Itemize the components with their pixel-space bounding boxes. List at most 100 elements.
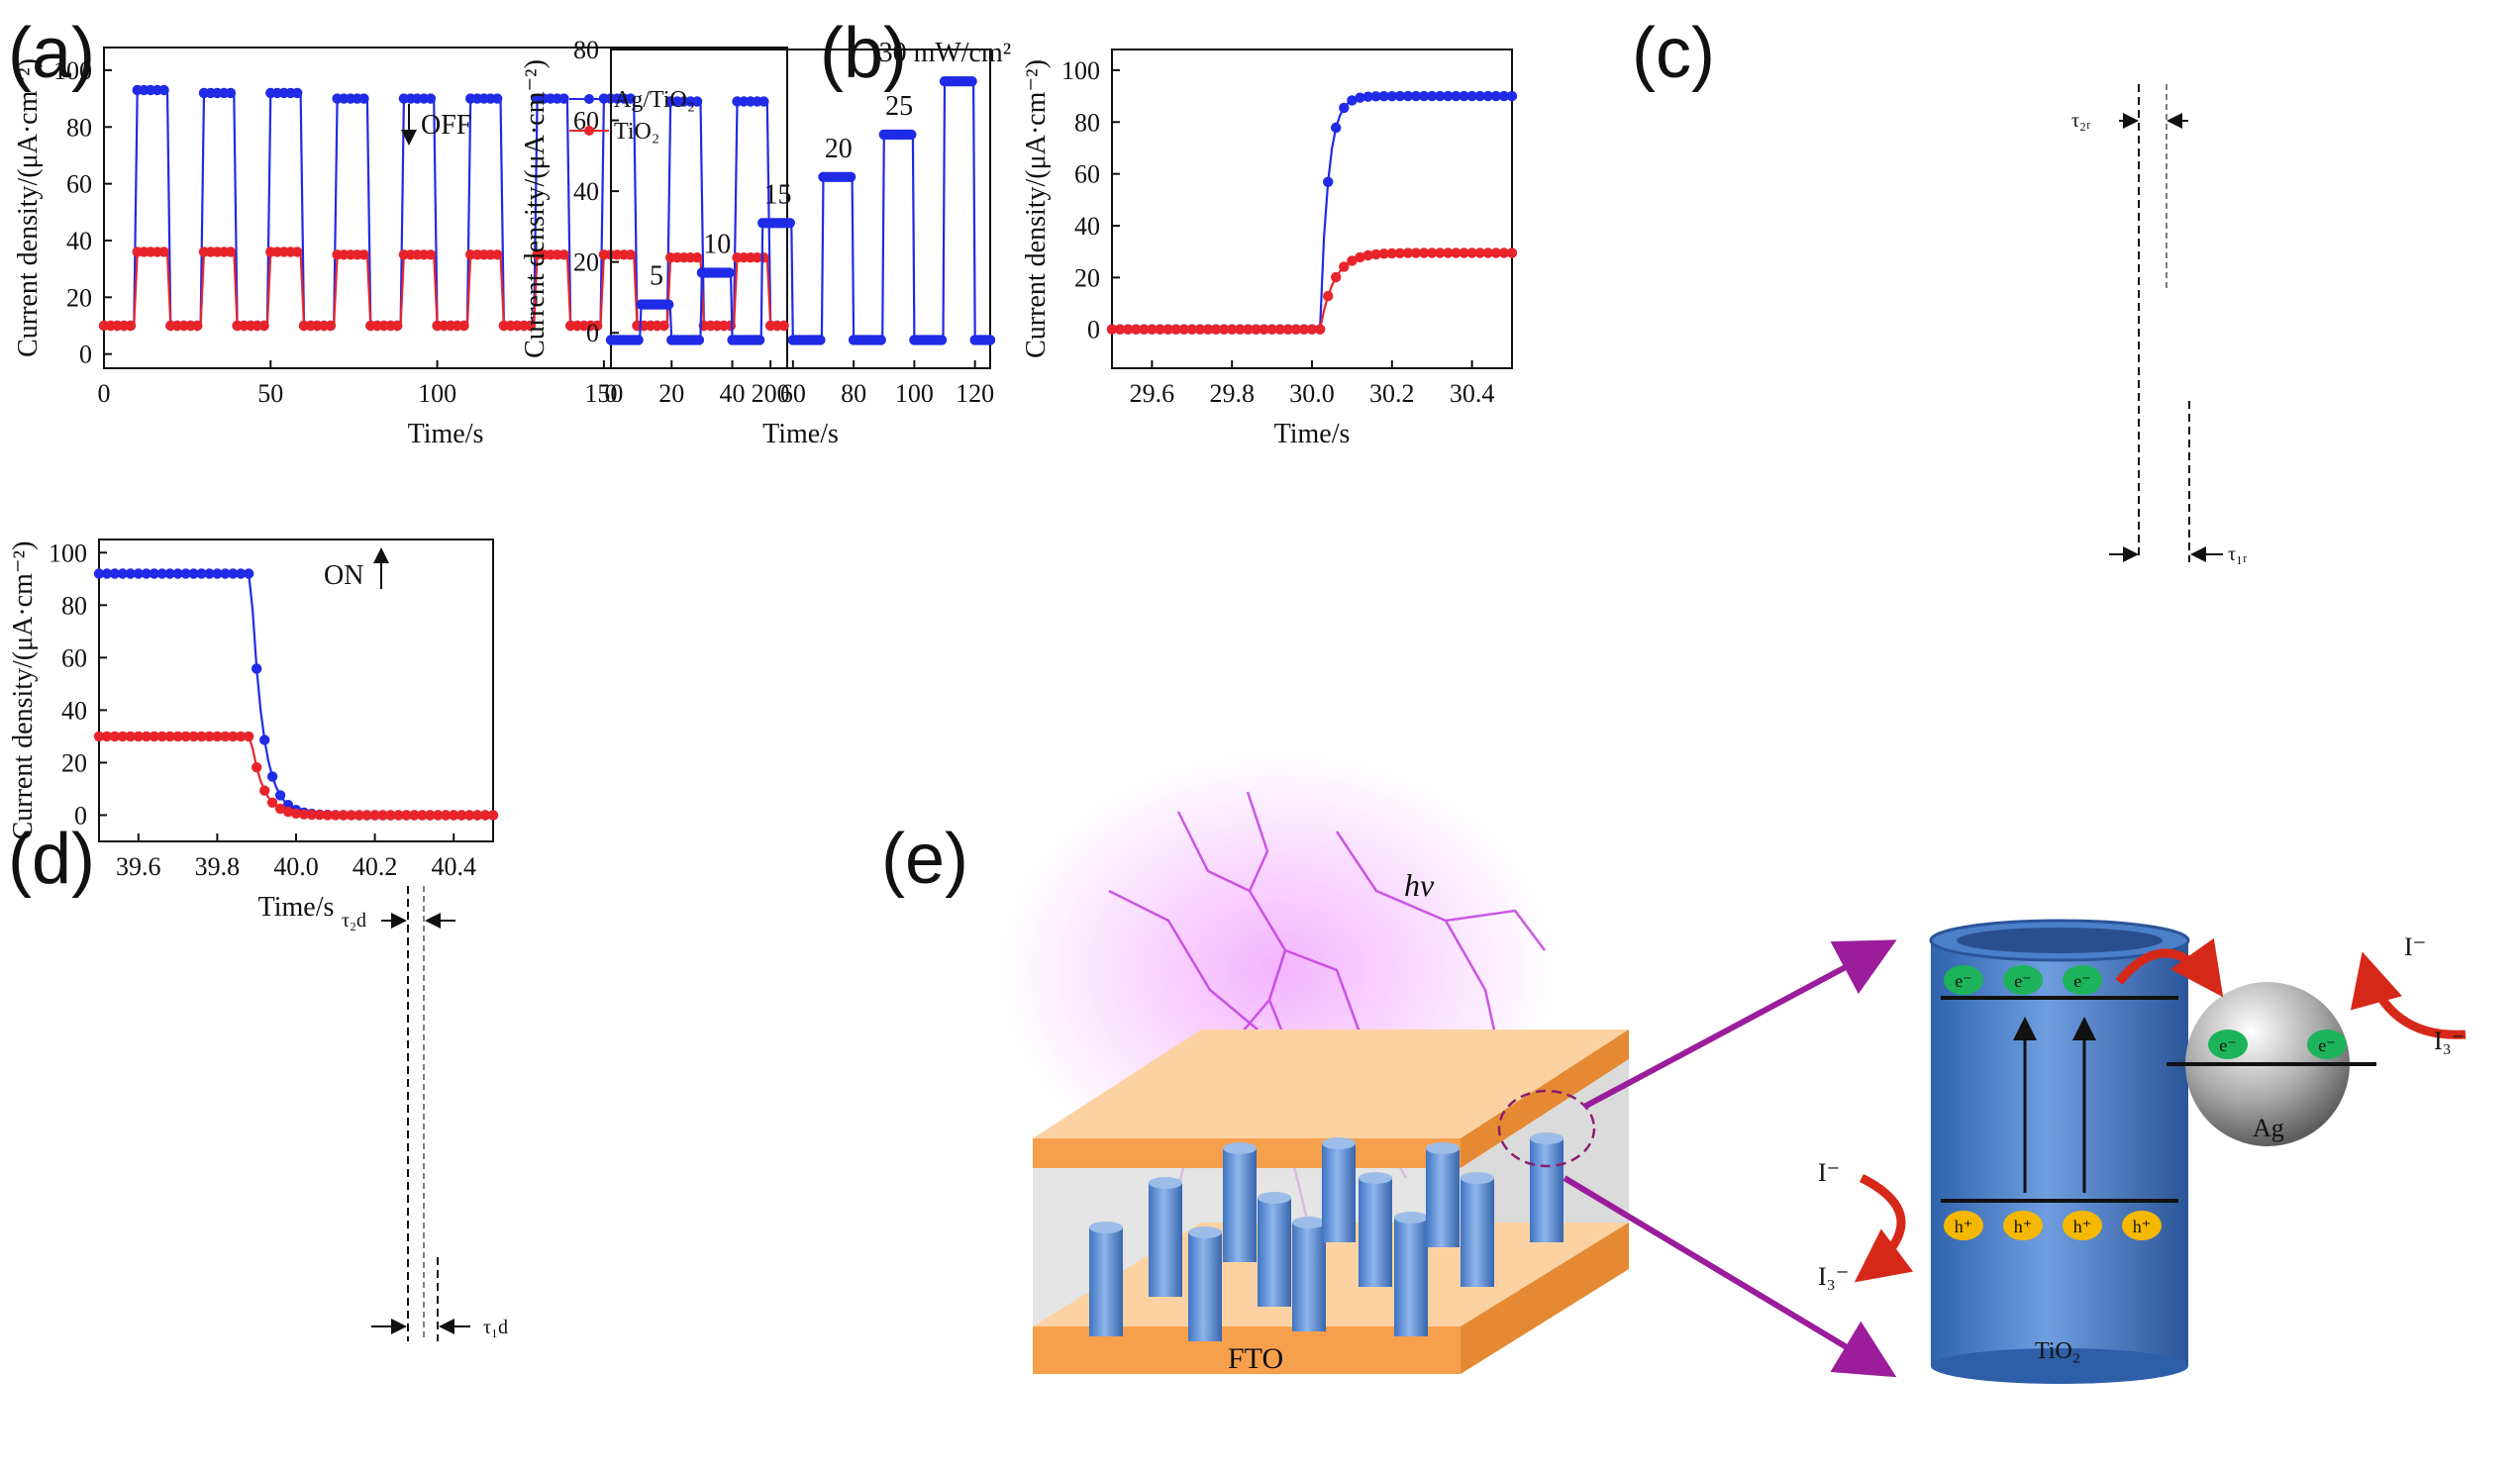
nanorod [1292,1217,1326,1331]
data-point [225,87,237,99]
data-point [558,93,569,104]
y-tick-label: 80 [1074,108,1100,137]
data-point [292,87,303,99]
data-point [188,568,199,579]
data-point [314,810,326,821]
data-point [158,84,169,96]
data-point [282,806,294,818]
data-point [1194,324,1206,335]
panel-label-e: (e) [881,820,968,899]
ag-label: Ag [2253,1114,2284,1142]
tau2r-label: τ₂ᵣ [2071,110,2091,132]
y-tick-label: 60 [1074,160,1100,189]
data-point [252,762,262,773]
y-tick-label: 0 [586,319,599,347]
chart-d: 39.6 39.8 40.0 40.2 40.4 0 20 40 60 80 100 Time/s Cu… [8,539,499,923]
chart-c-annotations: τ₂ᵣ τ₁ᵣ [2071,84,2248,565]
svg-text:e⁻: e⁻ [2318,1035,2336,1055]
data-point [1282,324,1294,335]
data-point [1418,90,1430,102]
data-point [228,731,239,742]
nanorod [1223,1142,1257,1262]
data-point [1339,261,1350,272]
x-tick-label: 200 [752,379,790,408]
tio2-cylinder [1931,940,2188,1366]
data-point [1114,324,1126,335]
data-point [252,663,262,674]
top-fto-top [1033,1030,1629,1138]
y-tick-label: 0 [1087,316,1100,344]
x-tick-label: 150 [584,379,623,408]
y-axis-label: Current density/(μA·cm⁻²) [13,58,44,357]
data-point [1259,324,1269,335]
panel-label-c: (c) [1632,14,1715,93]
data-point [449,810,459,821]
tau1d-label: τ₁d [483,1317,508,1338]
data-point [1362,249,1373,261]
hole: h⁺ [1944,1211,1983,1240]
data-point [1418,247,1430,258]
data-point [1498,247,1510,258]
data-point [456,810,467,821]
x-tick-label: 30.4 [1450,379,1495,408]
svg-text:h⁺: h⁺ [2014,1217,2033,1236]
data-point [1506,247,1518,258]
data-point [1347,255,1358,266]
intensity-label: 20 [825,134,853,164]
fto-label: FTO [1228,1342,1283,1375]
y-axis-label: Current density/(μA·cm⁻²) [520,59,551,358]
data-point [1427,247,1438,258]
data-point [180,731,191,742]
x-tick-label: 20 [658,379,684,408]
data-point [369,810,380,821]
data-point [1490,247,1502,258]
data-point [463,810,475,821]
hole-transfer-arrow [1854,1173,1914,1283]
data-point [392,320,403,332]
svg-text:h⁺: h⁺ [1955,1217,1973,1236]
chart-a-frame [103,47,788,369]
data-point [274,803,286,815]
data-point [149,731,159,742]
x-tick-label: 40.0 [273,852,319,881]
data-point [1402,247,1414,258]
data-point [346,810,356,821]
data-point [259,785,270,796]
data-point [133,568,144,579]
chart-a-legend: Ag/TiO₂ TiO₂ [569,87,695,145]
data-point [1147,324,1158,335]
hv-label: hv [1404,867,1435,903]
series-line-ag-tio2 [1112,95,1512,331]
x-tick-label: 39.6 [116,852,161,881]
x-tick-label: 100 [418,379,456,408]
electron: e⁻ [2307,1030,2347,1059]
x-axis-label: Time/s [258,892,335,923]
electron-transfer-arrow [2115,937,2224,998]
data-point [290,808,302,819]
x-tick-label: 29.8 [1209,379,1255,408]
data-point [141,568,151,579]
data-point [109,731,121,742]
data-point [433,810,444,821]
electron: e⁻ [1944,965,1983,995]
data-point [156,731,167,742]
nanorod [1426,1142,1460,1247]
data-point [778,320,789,332]
legend-label-tio2: TiO₂ [614,119,659,145]
x-tick-label: 40.2 [353,852,398,881]
data-point [417,810,428,821]
data-point [691,96,703,107]
y-tick-label: 20 [573,248,599,277]
data-point [1490,90,1502,102]
data-point [875,335,886,345]
data-point [487,810,499,821]
data-point [815,335,826,345]
data-point [353,810,364,821]
data-point [192,320,203,332]
intensity-label: 5 [650,261,663,292]
data-point [471,810,483,821]
data-point [845,171,857,182]
data-point [220,731,231,742]
data-point [966,76,977,87]
data-point [1506,90,1518,102]
